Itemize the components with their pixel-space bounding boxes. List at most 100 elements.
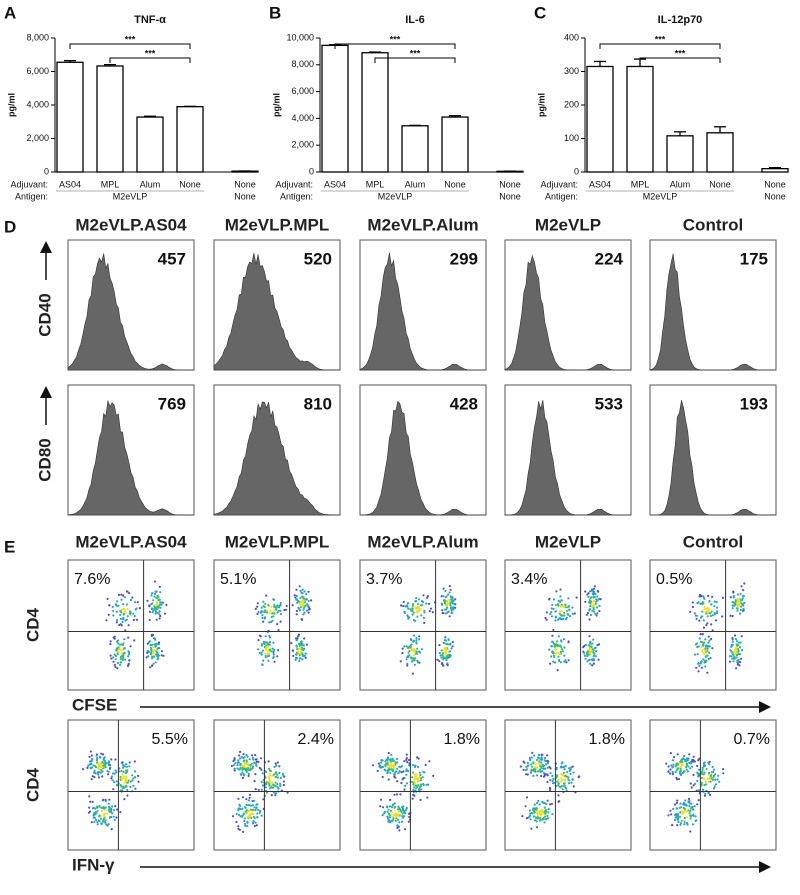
flow-dot	[716, 606, 719, 609]
flow-dot	[674, 771, 677, 774]
flow-dot	[412, 780, 416, 783]
flow-dot	[114, 805, 117, 808]
flow-dot	[237, 797, 240, 800]
flow-dot	[416, 603, 419, 606]
flow-dot	[535, 820, 538, 823]
flow-dot	[685, 810, 688, 813]
flow-dot	[561, 788, 564, 791]
flow-dot	[108, 798, 111, 801]
flow-dot	[158, 613, 161, 616]
flow-dot	[423, 609, 426, 613]
flow-dot	[119, 811, 122, 814]
flow-dot	[253, 824, 256, 828]
column-header: Control	[683, 532, 743, 551]
flow-dot	[415, 637, 418, 640]
flow-dot	[706, 649, 709, 653]
flow-dot	[116, 652, 119, 655]
flow-dot	[531, 765, 534, 768]
category-label: AS04	[589, 179, 611, 189]
flow-dot	[573, 612, 576, 615]
flow-dot	[92, 764, 95, 767]
flow-dot	[552, 607, 555, 610]
flow-dot	[303, 611, 306, 614]
flow-dot	[397, 810, 400, 813]
flow-dot	[98, 814, 101, 817]
flow-dot	[708, 763, 711, 766]
flow-dot	[274, 771, 277, 775]
flow-dot	[717, 774, 720, 777]
flow-dot	[686, 770, 690, 773]
flow-dot	[306, 603, 309, 606]
flow-dot	[390, 819, 393, 822]
flow-dot	[731, 614, 734, 618]
error-bar	[714, 126, 726, 133]
flow-dot	[731, 637, 734, 640]
flow-dot	[96, 757, 99, 760]
flow-dot	[416, 647, 419, 650]
flow-dot	[412, 789, 415, 792]
flow-dot	[107, 613, 110, 616]
flow-dot	[729, 596, 732, 599]
flow-dot	[451, 598, 454, 601]
flow-dot	[387, 766, 390, 769]
flow-dot	[442, 587, 445, 590]
flow-dot	[564, 764, 567, 768]
flow-dot	[562, 784, 565, 788]
flow-dot	[273, 765, 276, 769]
flow-dot	[243, 819, 246, 823]
flow-dot	[557, 652, 560, 655]
flow-dot	[441, 609, 444, 612]
flow-dots	[105, 580, 168, 670]
flow-dot	[249, 769, 252, 772]
flow-dot	[699, 633, 702, 636]
flow-dot	[122, 594, 125, 597]
flow-dot	[549, 767, 552, 770]
flow-dot	[110, 828, 113, 831]
flow-dot	[550, 802, 554, 806]
flow-dot	[110, 758, 113, 761]
flow-dot	[137, 780, 140, 783]
significance-label: ***	[125, 34, 136, 44]
flow-dot	[559, 650, 563, 653]
flow-dot	[545, 611, 548, 614]
mfi-label: 175	[740, 249, 768, 268]
flow-dot	[279, 612, 282, 616]
flow-dot	[391, 804, 394, 807]
flow-dot	[249, 764, 252, 767]
flow-dot	[150, 648, 153, 651]
flow-dot	[396, 818, 400, 822]
flow-dot	[123, 647, 126, 650]
chart-title: IL-12p70	[658, 14, 703, 26]
flow-dot	[703, 608, 706, 611]
flow-dot	[304, 656, 307, 660]
flow-dot	[696, 653, 699, 656]
flow-dot	[544, 767, 547, 770]
flow-dot	[271, 781, 274, 785]
flow-dot	[742, 607, 745, 611]
flow-dot	[396, 767, 399, 770]
flow-dot	[107, 760, 110, 763]
flow-dot	[244, 806, 247, 810]
flow-dot	[131, 596, 134, 599]
flow-dot	[122, 616, 125, 620]
flow-dot	[711, 614, 715, 617]
flow-dot	[729, 614, 732, 617]
flow-dot	[110, 775, 113, 778]
y-tick-label: 10,000	[286, 32, 314, 42]
flow-dot	[257, 760, 260, 764]
category-label: Alum	[670, 179, 691, 189]
flow-dot	[683, 755, 686, 758]
flow-dot	[120, 593, 123, 596]
flow-dot	[297, 606, 300, 610]
flow-dot	[99, 817, 103, 820]
row-label: Adjuvant:	[10, 179, 48, 189]
flow-dot	[694, 815, 697, 818]
mfi-label: 769	[158, 394, 186, 413]
flow-dot	[692, 755, 695, 758]
flow-dot	[707, 657, 710, 661]
flow-dot	[253, 806, 256, 809]
flow-dot	[122, 775, 125, 778]
flow-dot	[679, 802, 682, 805]
flow-dot	[386, 772, 389, 775]
flow-dot	[295, 653, 298, 656]
